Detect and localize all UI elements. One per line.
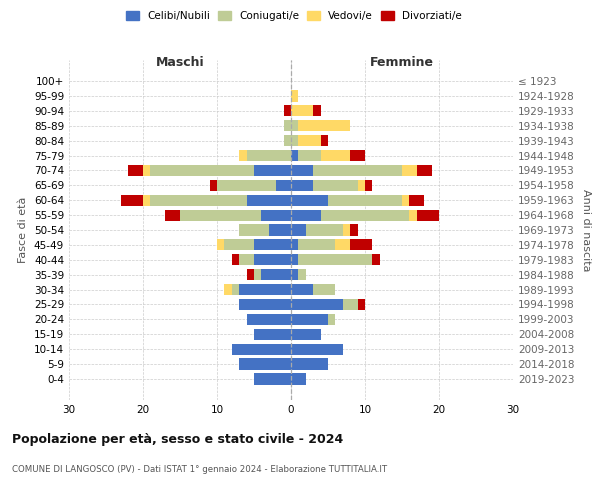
Bar xyxy=(373,254,380,266)
Bar xyxy=(328,194,402,206)
Bar xyxy=(291,224,306,235)
Bar xyxy=(254,374,291,384)
Bar xyxy=(284,135,291,146)
Bar xyxy=(291,210,320,220)
Bar xyxy=(165,210,180,220)
Bar xyxy=(254,328,291,340)
Bar xyxy=(224,240,254,250)
Bar xyxy=(291,314,328,325)
Bar xyxy=(232,254,239,266)
Bar xyxy=(291,328,320,340)
Bar xyxy=(254,240,291,250)
Text: Popolazione per età, sesso e stato civile - 2024: Popolazione per età, sesso e stato civil… xyxy=(12,432,343,446)
Bar xyxy=(254,254,291,266)
Text: COMUNE DI LANGOSCO (PV) - Dati ISTAT 1° gennaio 2024 - Elaborazione TUTTITALIA.I: COMUNE DI LANGOSCO (PV) - Dati ISTAT 1° … xyxy=(12,466,387,474)
Bar xyxy=(143,165,151,176)
Bar xyxy=(262,269,291,280)
Bar xyxy=(320,135,328,146)
Bar xyxy=(409,194,424,206)
Bar xyxy=(291,344,343,355)
Bar xyxy=(291,165,313,176)
Bar xyxy=(306,224,343,235)
Bar xyxy=(262,210,291,220)
Bar xyxy=(239,224,269,235)
Bar xyxy=(320,210,409,220)
Bar xyxy=(343,224,350,235)
Bar xyxy=(291,194,328,206)
Bar xyxy=(151,194,247,206)
Bar xyxy=(298,135,320,146)
Bar xyxy=(417,165,431,176)
Bar xyxy=(209,180,217,191)
Bar xyxy=(254,165,291,176)
Bar xyxy=(217,240,224,250)
Bar xyxy=(350,150,365,161)
Bar xyxy=(298,120,350,132)
Bar xyxy=(291,150,298,161)
Bar xyxy=(291,105,313,117)
Bar xyxy=(143,194,151,206)
Text: Femmine: Femmine xyxy=(370,56,434,69)
Bar xyxy=(298,240,335,250)
Bar xyxy=(291,374,306,384)
Bar xyxy=(320,150,350,161)
Bar xyxy=(284,105,291,117)
Bar xyxy=(291,284,313,295)
Bar xyxy=(350,240,373,250)
Bar xyxy=(232,284,239,295)
Bar xyxy=(402,194,409,206)
Bar xyxy=(247,194,291,206)
Bar xyxy=(291,90,298,102)
Bar xyxy=(298,269,306,280)
Legend: Celibi/Nubili, Coniugati/e, Vedovi/e, Divorziati/e: Celibi/Nubili, Coniugati/e, Vedovi/e, Di… xyxy=(123,8,465,24)
Bar xyxy=(247,269,254,280)
Bar xyxy=(291,120,298,132)
Bar xyxy=(291,180,313,191)
Bar xyxy=(328,314,335,325)
Bar xyxy=(247,314,291,325)
Bar xyxy=(151,165,254,176)
Bar xyxy=(313,105,320,117)
Bar xyxy=(239,358,291,370)
Bar xyxy=(358,299,365,310)
Bar xyxy=(217,180,276,191)
Bar xyxy=(291,299,343,310)
Bar xyxy=(291,135,298,146)
Bar xyxy=(343,299,358,310)
Bar xyxy=(358,180,365,191)
Bar xyxy=(269,224,291,235)
Bar xyxy=(254,269,262,280)
Bar xyxy=(284,120,291,132)
Bar xyxy=(313,180,358,191)
Bar xyxy=(298,150,320,161)
Bar xyxy=(180,210,262,220)
Bar xyxy=(335,240,350,250)
Bar xyxy=(291,254,298,266)
Bar xyxy=(239,254,254,266)
Bar xyxy=(313,284,335,295)
Bar xyxy=(291,358,328,370)
Bar xyxy=(313,165,402,176)
Bar xyxy=(121,194,143,206)
Bar xyxy=(276,180,291,191)
Bar xyxy=(224,284,232,295)
Bar xyxy=(350,224,358,235)
Text: Maschi: Maschi xyxy=(155,56,205,69)
Bar xyxy=(232,344,291,355)
Y-axis label: Fasce di età: Fasce di età xyxy=(19,197,28,263)
Bar xyxy=(291,240,298,250)
Bar xyxy=(128,165,143,176)
Bar xyxy=(239,284,291,295)
Bar xyxy=(402,165,417,176)
Bar xyxy=(417,210,439,220)
Bar xyxy=(298,254,373,266)
Bar xyxy=(239,150,247,161)
Bar xyxy=(247,150,291,161)
Bar xyxy=(365,180,373,191)
Bar xyxy=(239,299,291,310)
Bar xyxy=(409,210,417,220)
Y-axis label: Anni di nascita: Anni di nascita xyxy=(581,188,591,271)
Bar xyxy=(291,269,298,280)
